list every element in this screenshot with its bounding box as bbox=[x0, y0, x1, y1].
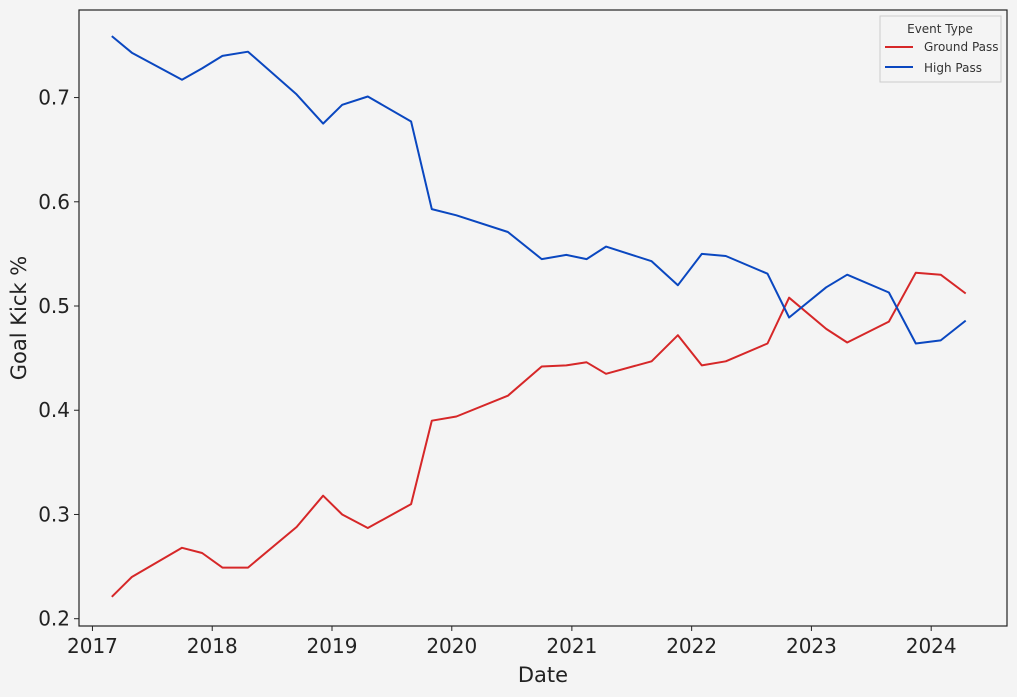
x-tick-label: 2023 bbox=[786, 634, 837, 658]
legend-label-high-pass: High Pass bbox=[924, 61, 982, 75]
y-tick-label: 0.6 bbox=[38, 190, 70, 214]
legend-title: Event Type bbox=[907, 22, 973, 36]
y-tick-label: 0.7 bbox=[38, 86, 70, 110]
x-tick-label: 2018 bbox=[187, 634, 238, 658]
legend-label-ground-pass: Ground Pass bbox=[924, 40, 999, 54]
plot-area bbox=[78, 9, 1008, 627]
x-tick-label: 2021 bbox=[546, 634, 597, 658]
x-axis-title: Date bbox=[518, 663, 568, 687]
y-tick-label: 0.3 bbox=[38, 502, 70, 526]
x-tick-label: 2017 bbox=[67, 634, 118, 658]
legend-box bbox=[879, 15, 1002, 83]
x-tick-label: 2024 bbox=[906, 634, 957, 658]
y-tick-label: 0.4 bbox=[38, 398, 70, 422]
y-axis-title: Goal Kick % bbox=[7, 256, 31, 380]
series-line-high-pass bbox=[111, 35, 967, 345]
axis-ticks: 2017 2018 2019 2020 2021 2022 2023 2024 0.2 0.3 0.… bbox=[38, 86, 956, 658]
y-tick-label: 0.2 bbox=[38, 607, 70, 631]
series-lines bbox=[111, 35, 967, 598]
legend: Event Type Ground Pass High Pass bbox=[879, 15, 1002, 83]
x-tick-label: 2022 bbox=[666, 634, 717, 658]
y-tick-label: 0.5 bbox=[38, 294, 70, 318]
x-tick-label: 2019 bbox=[307, 634, 358, 658]
x-tick-label: 2020 bbox=[426, 634, 477, 658]
series-line-ground-pass bbox=[111, 271, 967, 598]
